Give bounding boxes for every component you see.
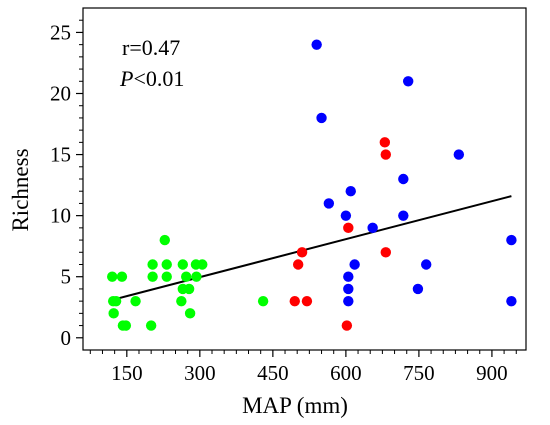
p-symbol: P: [119, 66, 133, 91]
y-tick-label-5: 5: [61, 265, 72, 289]
p-value-annotation: P<0.01: [119, 66, 184, 91]
regression-line: [111, 195, 512, 301]
data-point-2-16: [506, 234, 517, 246]
data-point-2-3: [340, 210, 352, 221]
data-point-2-17: [506, 295, 517, 307]
data-point-2-11: [398, 173, 409, 185]
x-tick-label-450: 450: [257, 361, 289, 385]
data-point-2-9: [367, 222, 378, 234]
data-point-0-0: [107, 271, 118, 282]
data-point-0-14: [176, 295, 187, 307]
data-point-1-4: [341, 320, 353, 331]
data-point-0-3: [110, 295, 122, 307]
data-point-0-8: [145, 320, 157, 331]
data-point-0-19: [184, 308, 196, 319]
data-point-2-2: [323, 198, 335, 209]
y-tick-label-0: 0: [61, 326, 72, 350]
correlation-annotation: r=0.47: [122, 35, 180, 60]
data-point-1-0: [289, 295, 300, 307]
data-point-0-4: [116, 271, 128, 282]
x-tick-label-300: 300: [184, 361, 216, 385]
data-point-1-7: [380, 149, 391, 160]
y-axis-label: Richness: [8, 148, 33, 231]
x-tick-label-150: 150: [111, 361, 143, 385]
data-point-0-12: [161, 259, 172, 270]
x-tick-label-900: 900: [476, 361, 508, 385]
data-point-0-6: [120, 320, 132, 331]
y-tick-label-25: 25: [50, 20, 71, 44]
data-point-0-13: [161, 271, 172, 282]
data-point-2-8: [349, 259, 360, 270]
data-point-1-2: [296, 247, 308, 258]
data-point-2-7: [345, 186, 356, 197]
data-point-0-11: [159, 234, 170, 246]
data-point-2-1: [316, 112, 327, 124]
data-point-2-6: [343, 295, 354, 307]
y-tick-label-10: 10: [50, 204, 71, 228]
data-point-1-1: [292, 259, 304, 270]
x-tick-label-600: 600: [330, 361, 362, 385]
y-tick-label-15: 15: [50, 143, 71, 167]
x-axis-label: MAP (mm): [242, 393, 348, 418]
data-point-0-21: [191, 271, 202, 282]
data-point-1-3: [301, 295, 313, 307]
data-point-1-5: [343, 222, 354, 234]
data-point-0-17: [181, 271, 192, 282]
plot-area: [82, 7, 527, 351]
data-point-2-0: [311, 39, 322, 50]
y-tick-label-20: 20: [50, 82, 71, 106]
data-point-0-9: [147, 271, 158, 282]
data-point-2-15: [453, 149, 465, 160]
data-point-0-2: [108, 308, 119, 319]
data-point-2-14: [421, 259, 432, 270]
axis-ticks: 150 300 450 600 750 900 0 5 10 15 20 25: [50, 19, 517, 385]
data-point-0-15: [177, 259, 188, 270]
data-point-2-10: [398, 210, 409, 221]
data-point-0-22: [197, 259, 208, 270]
p-value-text: <0.01: [133, 66, 184, 91]
data-point-0-18: [183, 283, 195, 295]
data-point-1-6: [379, 137, 391, 148]
data-point-0-10: [147, 259, 158, 270]
data-point-0-7: [130, 295, 141, 307]
data-point-2-5: [343, 283, 354, 295]
data-point-2-12: [402, 76, 414, 87]
data-point-0-23: [257, 295, 269, 307]
x-tick-label-750: 750: [403, 361, 435, 385]
data-point-1-8: [380, 247, 391, 258]
data-point-2-13: [412, 283, 424, 295]
data-point-2-4: [343, 271, 354, 282]
data-points: [107, 39, 517, 331]
